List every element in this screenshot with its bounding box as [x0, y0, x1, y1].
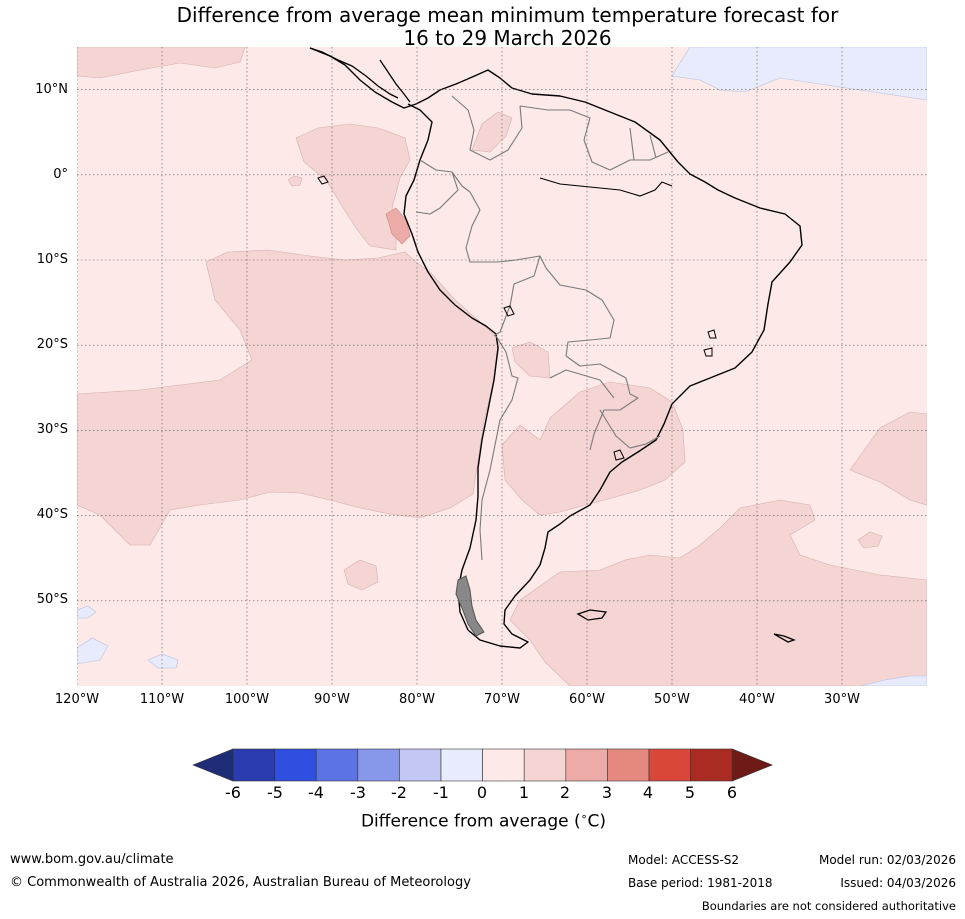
- lat-label-10s: 10°S: [36, 252, 68, 267]
- anomaly-region-1-2-north: [77, 47, 246, 79]
- lon-label-30w: 30°W: [824, 692, 860, 707]
- colorbar-tick-neg2: -2: [391, 783, 407, 802]
- anomaly-region-1-2-southern-ocean: [509, 499, 927, 686]
- colorbar-cell: [232, 748, 275, 782]
- colorbar-tick-6: 6: [726, 783, 738, 802]
- laguna-dos-patos: [613, 449, 625, 461]
- colorbar-cell: [357, 748, 400, 782]
- colorbar-tick-2: 2: [559, 783, 571, 802]
- colorbar-tick-1: 1: [518, 783, 530, 802]
- colorbar-tick-neg3: -3: [350, 783, 366, 802]
- colorbar-tick-0: 0: [476, 783, 488, 802]
- footer-model: Model: ACCESS-S2: [628, 853, 740, 867]
- lat-label-30s: 30°S: [36, 422, 68, 437]
- footer-copyright: © Commonwealth of Australia 2026, Austra…: [10, 875, 471, 890]
- anomaly-region-1-2-east-atlantic: [849, 411, 927, 506]
- lat-label-10n: 10°N: [35, 82, 68, 97]
- lat-label-50s: 50°S: [36, 592, 68, 607]
- colorbar-tick-5: 5: [684, 783, 696, 802]
- colorbar-cell: [523, 748, 567, 782]
- map-title: Difference from average mean minimum tem…: [0, 4, 965, 50]
- lon-label-80w: 80°W: [399, 692, 435, 707]
- south-america-coastline: [309, 47, 803, 649]
- colorbar-tick-neg4: -4: [308, 783, 324, 802]
- brazil-reservoir-b: [703, 347, 713, 357]
- colorbar-cell: [274, 748, 317, 782]
- brazil-reservoir-a: [707, 329, 717, 339]
- colorbar-cell: [690, 748, 733, 782]
- lon-label-120w: 120°W: [54, 692, 100, 707]
- anomaly-region-negative-northeast: [671, 47, 927, 101]
- colorbar-tick-neg5: -5: [267, 783, 283, 802]
- anomaly-region-negative-small-a: [147, 653, 179, 669]
- anomaly-region-negative-southwest: [77, 637, 109, 665]
- anomaly-region-1-2-galapagos: [287, 175, 303, 187]
- lon-label-110w: 110°W: [139, 692, 185, 707]
- footer-issued: Issued: 04/03/2026: [840, 876, 956, 890]
- lon-label-100w: 100°W: [224, 692, 270, 707]
- colorbar-cell: [315, 748, 359, 782]
- anomaly-region-negative-small-b: [77, 605, 97, 619]
- lat-label-40s: 40°S: [36, 507, 68, 522]
- galapagos-islands: [317, 175, 329, 185]
- central-america-coastline: [309, 47, 411, 103]
- colorbar-extend-high: [731, 748, 774, 782]
- lon-label-40w: 40°W: [739, 692, 775, 707]
- map-title-line-1: Difference from average mean minimum tem…: [176, 3, 839, 27]
- anomaly-region-negative-southeast: [859, 675, 927, 686]
- colorbar-extend-low: [192, 748, 234, 782]
- colorbar-tick-4: 4: [642, 783, 654, 802]
- anomaly-region-1-2-colombia: [471, 111, 513, 153]
- colorbar-label: Difference from average (∘C): [0, 810, 965, 832]
- footer-model-run: Model run: 02/03/2026: [818, 853, 956, 867]
- lon-label-50w: 50°W: [654, 692, 690, 707]
- footer-website[interactable]: www.bom.gov.au/climate: [10, 852, 174, 867]
- anomaly-region-1-2-mid-atlantic: [857, 531, 883, 549]
- anomaly-region-1-2-south-atlantic: [501, 381, 686, 516]
- lon-label-90w: 90°W: [314, 692, 350, 707]
- falkland-islands: [576, 609, 608, 621]
- lat-label-0: 0°: [53, 167, 68, 182]
- country-boundaries: [415, 95, 669, 561]
- colorbar-cell: [440, 748, 483, 782]
- colorbar-tick-3: 3: [601, 783, 613, 802]
- lat-label-20s: 20°S: [36, 337, 68, 352]
- colorbar-tick-neg1: -1: [433, 783, 449, 802]
- footer-base-period: Base period: 1981-2018: [628, 876, 773, 890]
- colorbar-cell: [565, 748, 608, 782]
- colorbar-label-unit: C): [587, 811, 607, 832]
- anomaly-region-1-2-peru-coast: [385, 207, 411, 245]
- chile-fjord-islands: [455, 575, 485, 637]
- colorbar-cell: [648, 748, 691, 782]
- anomaly-region-1-2-small-patch: [343, 559, 379, 591]
- lon-label-60w: 60°W: [569, 692, 605, 707]
- colorbar-cell: [482, 748, 525, 782]
- graticule: [77, 47, 927, 686]
- colorbar-cell: [607, 748, 650, 782]
- anomaly-region-1-2-southeast-pacific: [77, 249, 501, 546]
- colorbar-tick-neg6: -6: [225, 783, 241, 802]
- lake-titicaca: [503, 305, 515, 317]
- map-title-line-2: 16 to 29 March 2026: [403, 26, 612, 50]
- lon-label-70w: 70°W: [484, 692, 520, 707]
- colorbar-label-text: Difference from average (: [360, 811, 581, 832]
- amazon-river-mouth: [539, 177, 673, 197]
- colorbar-cell: [399, 748, 442, 782]
- degree-symbol: ∘: [580, 810, 588, 823]
- footer-disclaimer: Boundaries are not considered authoritat…: [701, 899, 956, 913]
- south-georgia-island: [773, 633, 796, 643]
